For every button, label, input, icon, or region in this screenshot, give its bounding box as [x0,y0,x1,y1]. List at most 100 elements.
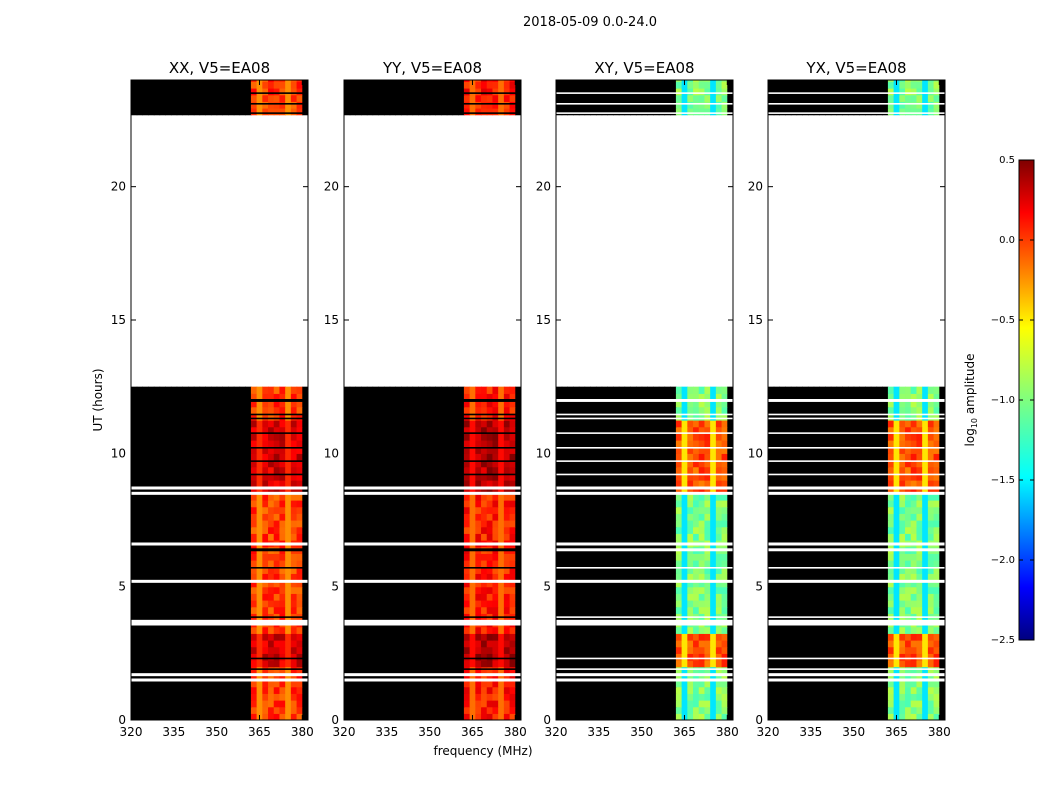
heatmap-cell [262,440,268,447]
heatmap-cell [160,88,166,95]
heatmap-cell [602,633,608,640]
heatmap-cell [470,533,476,540]
heatmap-cell [630,453,636,460]
heatmap-cell [285,533,291,540]
heatmap-cell [268,633,274,640]
heatmap-cell [194,553,200,560]
heatmap-cell [407,88,413,95]
heatmap-cell [297,700,303,707]
heatmap-cell [373,95,379,102]
heatmap-cell [401,513,407,520]
heatmap-cell [355,687,361,694]
heatmap-cell [361,527,367,534]
heatmap-cell [160,607,166,614]
heatmap-cell [447,513,453,520]
heatmap-cell [182,440,188,447]
heatmap-cell [165,607,171,614]
heatmap-cell [510,707,516,714]
heatmap-cell [355,693,361,700]
heatmap-cell [177,88,183,95]
flag-row [344,399,521,401]
heatmap-cell [239,101,245,108]
heatmap-cell [664,480,670,487]
heatmap-cell [407,407,413,414]
heatmap-cell [682,440,688,447]
heatmap-cell [165,707,171,714]
heatmap-cell [579,553,585,560]
heatmap-cell [205,420,211,427]
heatmap-cell [670,527,676,534]
heatmap-cell [687,440,693,447]
heatmap-cell [487,433,493,440]
heatmap-cell [378,387,384,394]
heatmap-cell [142,653,148,660]
heatmap-cell [602,587,608,594]
heatmap-cell [642,480,648,487]
heatmap-cell [234,660,240,667]
heatmap-cell [447,553,453,560]
heatmap-cell [676,520,682,527]
heatmap-cell [653,533,659,540]
heatmap-cell [487,653,493,660]
heatmap-cell [510,633,516,640]
heatmap-cell [556,633,562,640]
heatmap-cell [562,520,568,527]
heatmap-cell [625,667,631,674]
heatmap-cell [401,587,407,594]
heatmap-cell [194,533,200,540]
heatmap-cell [470,633,476,640]
heatmap-cell [596,687,602,694]
heatmap-cell [222,387,228,394]
heatmap-cell [137,600,143,607]
heatmap-cell [262,627,268,634]
heatmap-cell [452,81,458,88]
heatmap-cell [636,587,642,594]
heatmap-cell [424,387,430,394]
heatmap-cell [647,573,653,580]
heatmap-cell [659,440,665,447]
heatmap-cell [464,667,470,674]
heatmap-cell [590,700,596,707]
heatmap-cell [458,433,464,440]
heatmap-cell [373,560,379,567]
heatmap-cell [435,573,441,580]
heatmap-cell [239,513,245,520]
heatmap-cell [699,553,705,560]
heatmap-cell [447,560,453,567]
heatmap-cell [596,667,602,674]
heatmap-cell [424,573,430,580]
heatmap-cell [390,660,396,667]
heatmap-cell [142,700,148,707]
heatmap-cell [234,560,240,567]
heatmap-cell [659,587,665,594]
heatmap-cell [492,407,498,414]
heatmap-cell [722,633,728,640]
heatmap-cell [510,387,516,394]
heatmap-cell [573,560,579,567]
heatmap-cell [492,420,498,427]
heatmap-cell [217,693,223,700]
heatmap-cell [562,553,568,560]
heatmap-cell [704,440,710,447]
heatmap-cell [504,513,510,520]
heatmap-cell [682,587,688,594]
heatmap-cell [205,433,211,440]
heatmap-cell [699,433,705,440]
heatmap-cell [160,500,166,507]
heatmap-cell [165,387,171,394]
heatmap-cell [251,433,257,440]
heatmap-cell [716,667,722,674]
heatmap-cell [693,573,699,580]
heatmap-cell [647,600,653,607]
heatmap-cell [279,520,285,527]
heatmap-cell [441,520,447,527]
heatmap-cell [664,587,670,594]
flag-row [131,103,308,105]
heatmap-cell [285,573,291,580]
heatmap-cell [447,593,453,600]
heatmap-cell [642,693,648,700]
heatmap-cell [556,587,562,594]
heatmap-cell [407,553,413,560]
heatmap-cell [182,81,188,88]
heatmap-cell [487,101,493,108]
